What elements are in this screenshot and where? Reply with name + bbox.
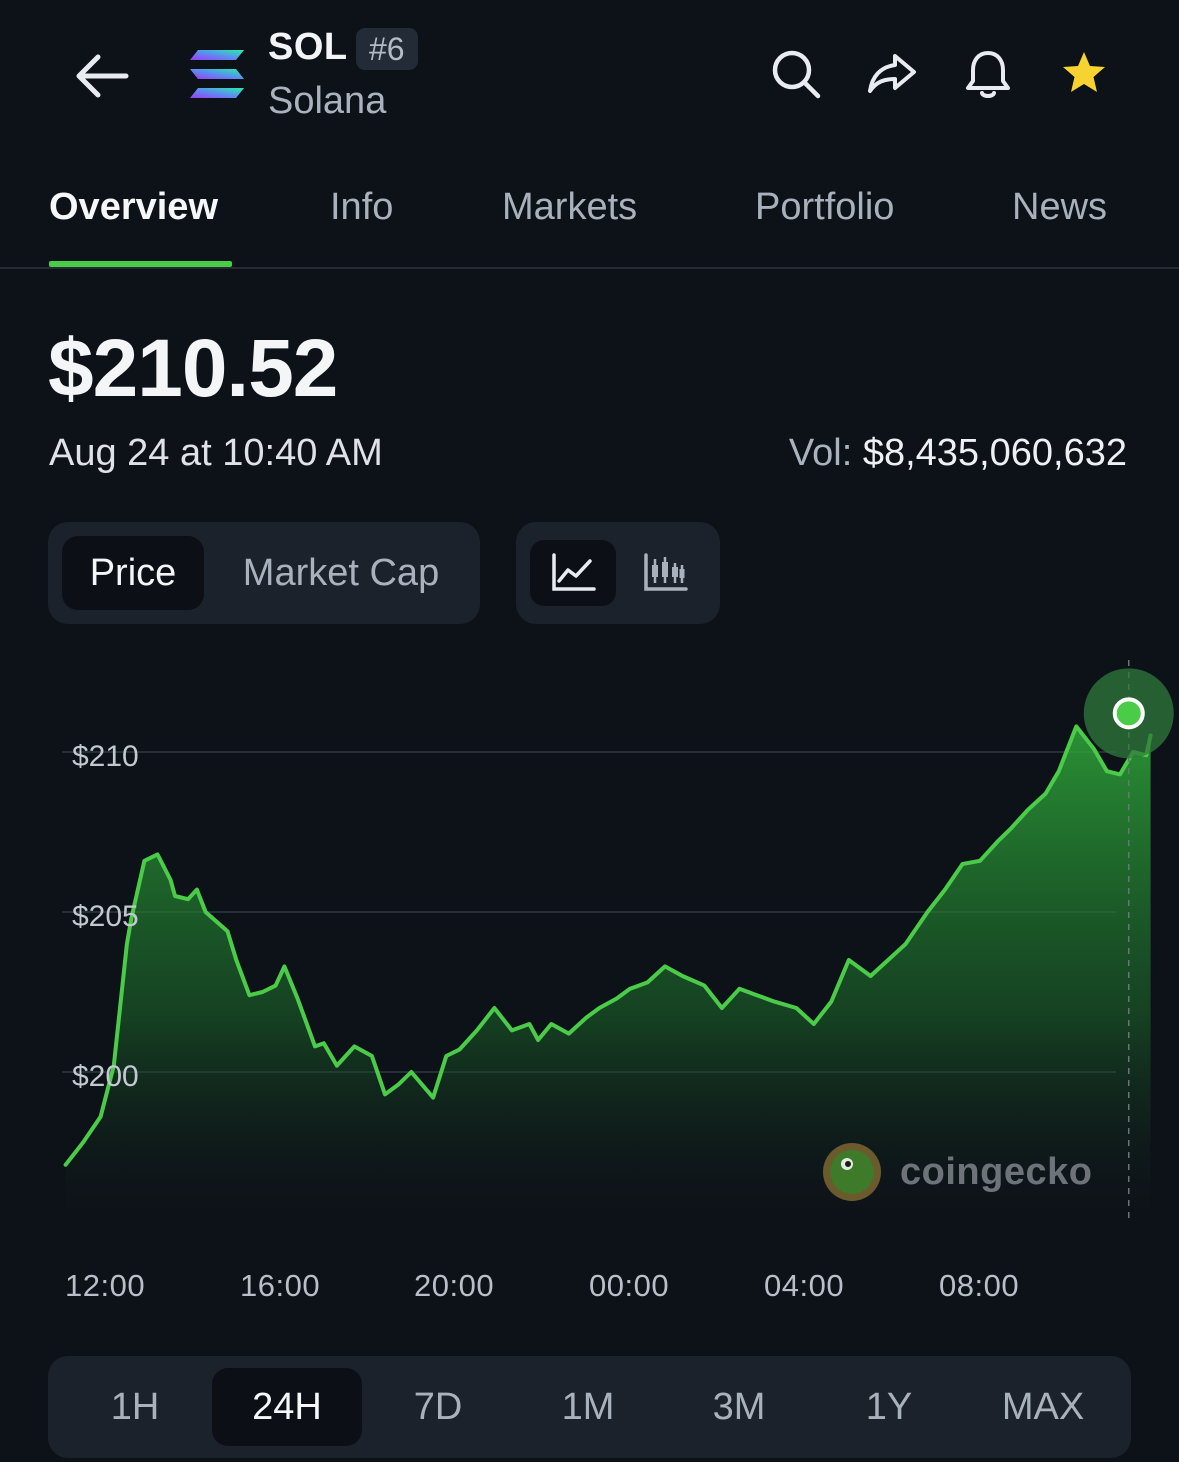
share-icon — [868, 54, 916, 93]
line-chart-icon — [552, 553, 596, 591]
metric-toggle-highlight — [62, 536, 204, 610]
x-tick-label: 20:00 — [414, 1268, 495, 1303]
solana-logo — [186, 46, 248, 104]
market-cap-toggle-button[interactable]: Market Cap — [242, 551, 440, 594]
x-tick-label: 08:00 — [939, 1268, 1020, 1303]
tab-news[interactable]: News — [1012, 186, 1108, 228]
range-1m-button[interactable]: 1M — [561, 1385, 615, 1428]
range-24h-button[interactable]: 24H — [252, 1385, 322, 1428]
tabs-divider — [0, 267, 1179, 269]
tab-portfolio[interactable]: Portfolio — [755, 186, 895, 228]
search-icon — [772, 50, 821, 99]
volume-label: Vol: — [788, 432, 853, 474]
range-1h-button[interactable]: 1H — [110, 1385, 160, 1428]
y-tick-label: $210 — [72, 740, 139, 773]
volume-value: $8,435,060,632 — [862, 432, 1127, 474]
tab-info[interactable]: Info — [330, 186, 394, 228]
price-line — [63, 724, 1153, 1167]
price-chart[interactable] — [0, 640, 1179, 1250]
coin-name: Solana — [268, 80, 387, 122]
tab-markets[interactable]: Markets — [502, 186, 638, 228]
search-button[interactable] — [766, 44, 826, 104]
current-price: $210.52 — [48, 323, 338, 414]
gecko-logo-icon — [823, 1143, 881, 1201]
price-toggle-button[interactable]: Price — [89, 551, 177, 594]
rank-badge: #6 — [356, 28, 418, 70]
candlestick-chart-button[interactable] — [622, 540, 708, 606]
time-range-highlight — [212, 1368, 362, 1446]
coin-ticker: SOL — [268, 26, 348, 68]
range-7d-button[interactable]: 7D — [413, 1385, 463, 1428]
range-1y-button[interactable]: 1Y — [865, 1385, 913, 1428]
back-arrow-icon — [76, 54, 129, 98]
x-tick-label: 16:00 — [240, 1268, 321, 1303]
tab-overview[interactable]: Overview — [49, 186, 218, 228]
star-icon — [1063, 52, 1105, 92]
y-tick-label: $205 — [72, 900, 139, 933]
price-area-fill — [65, 726, 1151, 1250]
favorite-button[interactable] — [1054, 44, 1114, 104]
bell-icon — [966, 51, 1010, 98]
price-timestamp: Aug 24 at 10:40 AM — [49, 432, 383, 474]
line-chart-button[interactable] — [530, 540, 616, 606]
x-tick-label: 12:00 — [65, 1268, 146, 1303]
volume: Vol: $8,435,060,632 — [789, 432, 1127, 475]
current-point-marker[interactable] — [1112, 697, 1145, 730]
share-button[interactable] — [862, 44, 922, 104]
active-tab-indicator — [49, 261, 232, 267]
watermark-text: coingecko — [900, 1150, 1093, 1193]
range-max-button[interactable]: MAX — [1001, 1385, 1085, 1428]
y-tick-label: $200 — [72, 1060, 139, 1093]
candlestick-chart-icon — [644, 553, 688, 591]
back-button[interactable] — [64, 44, 140, 108]
x-tick-label: 00:00 — [589, 1268, 670, 1303]
range-3m-button[interactable]: 3M — [712, 1385, 766, 1428]
coingecko-watermark: coingecko — [822, 1142, 1092, 1202]
x-tick-label: 04:00 — [764, 1268, 845, 1303]
alert-button[interactable] — [958, 44, 1018, 104]
